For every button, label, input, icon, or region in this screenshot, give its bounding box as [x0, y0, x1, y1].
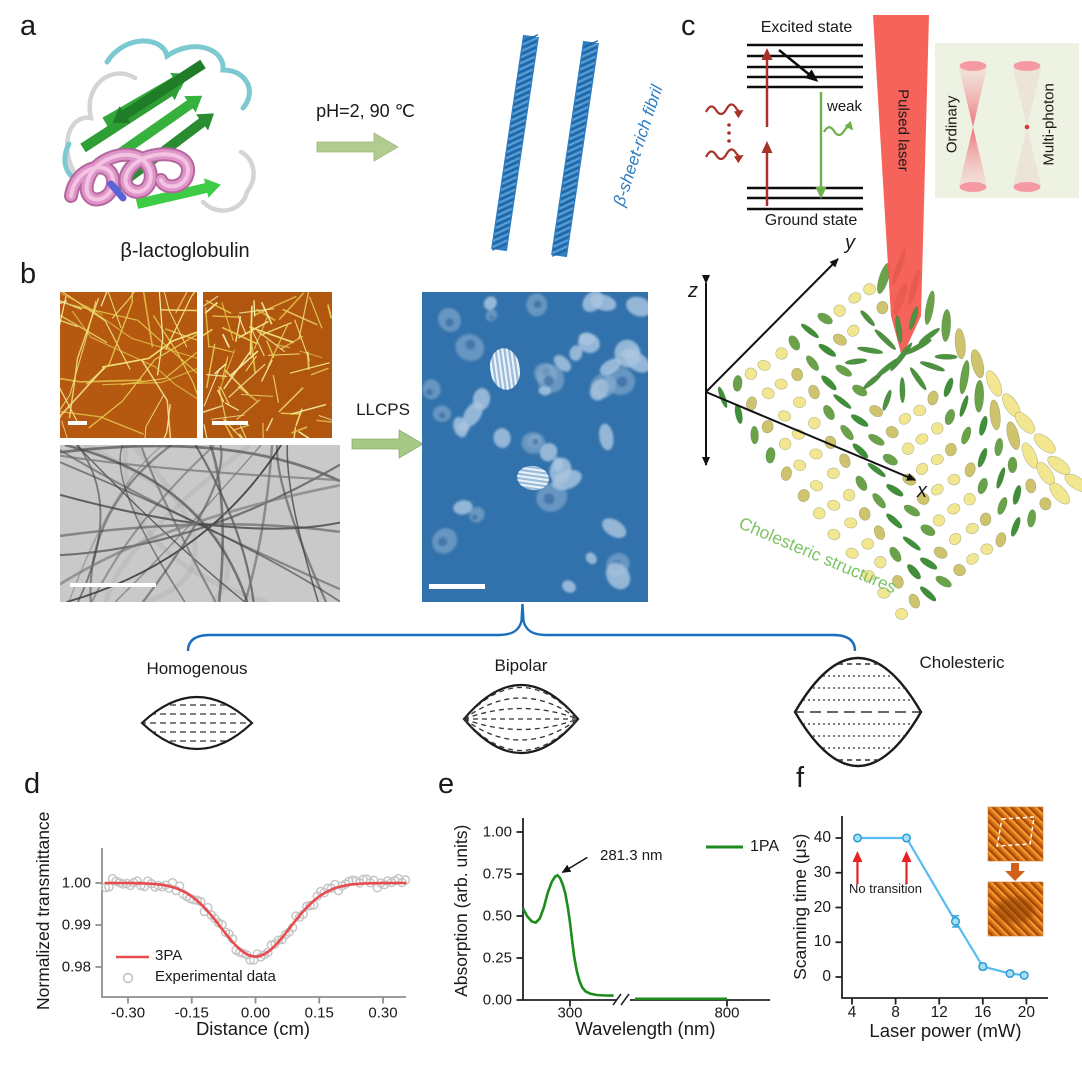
tick-label: 20 [1017, 1004, 1036, 1021]
photon-wave-icon [705, 103, 744, 119]
tick-label: 0 [822, 968, 831, 985]
xyz-axes [702, 258, 916, 481]
tick-label: -0.15 [174, 1004, 209, 1022]
ordinary-label: Ordinary [943, 95, 961, 154]
weak-label: weak [827, 98, 863, 115]
tick-label: 40 [813, 829, 831, 846]
d-y-axis-title: Normalized transmittance [33, 811, 54, 1010]
tick-label: 4 [847, 1004, 857, 1021]
tick-label: -0.30 [110, 1004, 146, 1022]
multiphoton-focus-icon [1013, 61, 1041, 192]
written-region-outline [996, 816, 1035, 847]
tactoid-homogenous [140, 695, 254, 751]
tick-label: 10 [813, 933, 831, 951]
panel-label-b: b [20, 258, 37, 290]
bipolar-label: Bipolar [494, 656, 548, 675]
homogenous-label: Homogenous [146, 659, 248, 678]
cholesteric-label: Cholesteric [919, 653, 1005, 672]
tick-label: 0.00 [482, 991, 512, 1009]
tick-label: 0.75 [482, 865, 512, 883]
reaction-arrow [316, 132, 399, 162]
tick-label: 0.99 [61, 916, 91, 934]
amyloid-fibrils [491, 33, 599, 258]
write-arrow [1005, 863, 1025, 881]
panel-label-f: f [796, 762, 805, 794]
photon-wave-icon [705, 148, 744, 164]
relaxation-arrow [778, 49, 819, 82]
e-x-axis-title: Wavelength (nm) [575, 1018, 716, 1039]
tick-label: 30 [813, 863, 831, 881]
f-y-axis-title: Scanning time (μs) [790, 833, 811, 980]
tem-image [60, 445, 340, 602]
excited-state-label: Excited state [760, 19, 853, 36]
f-x-axis-title: Laser power (mW) [869, 1020, 1022, 1041]
afm-image-2 [203, 292, 332, 438]
e-peak-annotation: 281.3 nm [600, 847, 663, 864]
llcps-label: LLCPS [356, 400, 410, 419]
panel-label-a: a [20, 10, 37, 42]
panel-f-insets [987, 806, 1044, 937]
tick-label: 0.25 [482, 949, 512, 967]
ordinary-focus-icon [959, 61, 987, 192]
axis-x-label: x [917, 480, 927, 502]
tick-label: 20 [813, 898, 831, 916]
pom-image [422, 292, 648, 602]
ground-state-label: Ground state [764, 212, 858, 229]
panel-label-d: d [24, 768, 41, 800]
emission-wave-icon [823, 121, 854, 137]
axis-z-label: z [688, 280, 698, 302]
d-legend-exp: Experimental data [155, 968, 276, 985]
striped-tactoid-1 [487, 346, 523, 392]
tick-label: 12 [930, 1004, 948, 1021]
d-x-axis-title: Distance (cm) [195, 1018, 311, 1039]
afm-image-1 [60, 292, 197, 438]
tick-label: 16 [974, 1004, 992, 1021]
tactoid-cholesteric [793, 657, 923, 767]
cholesteric-slab [717, 248, 1082, 620]
d-legend-fit: 3PA [155, 947, 183, 964]
tick-label: 800 [714, 1004, 740, 1022]
tick-label: 0.00 [240, 1004, 271, 1022]
f-no-transition-annotation: No transition [849, 881, 922, 896]
chart-scanning-time [835, 816, 1048, 1005]
scale-bar [429, 584, 485, 589]
tick-label: 300 [557, 1004, 583, 1022]
slab-fan-rods [844, 306, 958, 411]
scale-bar [70, 583, 156, 587]
llcps-arrow [351, 429, 424, 459]
tick-label: 0.98 [61, 958, 91, 976]
protein-ribbon-diagram [62, 38, 256, 213]
pulsed-laser-label: Pulsed laser [894, 89, 912, 172]
scale-bar [212, 421, 248, 425]
e-legend-1pa: 1PA [750, 838, 780, 855]
chart-zscan [95, 848, 411, 1004]
axis-y-label: y [845, 232, 855, 254]
blue-residue [107, 180, 127, 202]
focus-comparison-inset [935, 43, 1079, 198]
tick-label: 0.30 [368, 1004, 398, 1022]
tick-label: 0.15 [304, 1004, 334, 1022]
tick-label: 0.50 [482, 907, 512, 925]
e-y-axis-title: Absorption (arb. units) [451, 824, 472, 997]
pulsed-laser-beam [873, 15, 929, 357]
tactoid-bipolar [462, 684, 580, 754]
energy-level-diagram [705, 43, 863, 211]
condition-label: pH=2, 90 ℃ [316, 101, 415, 121]
panel-label-c: c [681, 10, 696, 42]
brace [186, 603, 857, 652]
molecule-label: β-lactoglobulin [120, 240, 250, 262]
tick-label: 8 [891, 1004, 900, 1021]
tick-label: 1.00 [482, 823, 512, 841]
panel-label-e: e [438, 768, 455, 800]
multi-photon-label: Multi-photon [1040, 83, 1058, 166]
chart-absorption [516, 818, 770, 1007]
scale-bar [68, 421, 87, 425]
tick-label: 1.00 [61, 874, 91, 892]
inset-before-image [987, 806, 1044, 862]
